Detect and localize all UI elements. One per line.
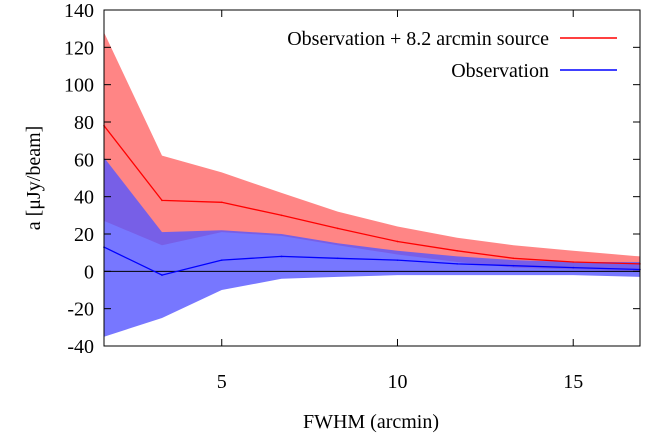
point-series-1 [280, 214, 283, 217]
legend: Observation + 8.2 arcmin source Observati… [287, 28, 617, 82]
y-tick-label: 80 [74, 112, 94, 134]
x-tick-label: 10 [387, 371, 407, 393]
point-series-1 [336, 227, 339, 230]
y-tick-label: 0 [84, 261, 94, 283]
y-tick-label: 140 [64, 0, 94, 22]
point-series-1 [220, 201, 223, 204]
point-series-1 [572, 261, 575, 263]
y-tick-label: -40 [67, 336, 94, 358]
x-tick-label: 15 [563, 371, 583, 393]
band-series-2 [104, 157, 640, 337]
line-series-2 [103, 246, 641, 276]
y-axis-label: a [μJy/beam] [23, 126, 45, 231]
legend-label-series-2: Observation [451, 60, 549, 82]
line-series-1 [103, 125, 641, 265]
point-series-2 [456, 263, 459, 265]
point-series-1 [161, 199, 163, 202]
y-tick-label: 60 [74, 149, 94, 171]
point-series-2 [396, 259, 399, 261]
point-series-2 [280, 255, 283, 258]
point-series-1 [396, 240, 399, 243]
plot-border [103, 9, 641, 347]
band-series-1 [104, 32, 640, 272]
x-tick-label: 5 [217, 371, 227, 393]
y-tick-label: 40 [74, 187, 94, 209]
x-axis-label: FWHM (arcmin) [303, 411, 439, 433]
ticks-layer: -40 -20 0 20 40 60 80 100 120 140 5 10 15 [64, 0, 640, 393]
y-tick-label: 120 [64, 37, 94, 59]
point-series-2 [336, 257, 339, 260]
point-series-1 [456, 250, 459, 252]
plot-frame [103, 9, 641, 347]
point-series-2 [512, 264, 515, 267]
point-series-2 [572, 266, 575, 269]
point-series-2 [220, 259, 223, 261]
y-tick-label: -20 [67, 299, 94, 321]
y-tick-label: 20 [74, 224, 94, 246]
point-series-2 [161, 274, 163, 276]
y-tick-label: 100 [64, 75, 94, 97]
lines-layer [103, 124, 641, 276]
bands-layer [104, 32, 640, 337]
point-series-1 [512, 257, 515, 260]
legend-label-series-1: Observation + 8.2 arcmin source [287, 28, 549, 50]
